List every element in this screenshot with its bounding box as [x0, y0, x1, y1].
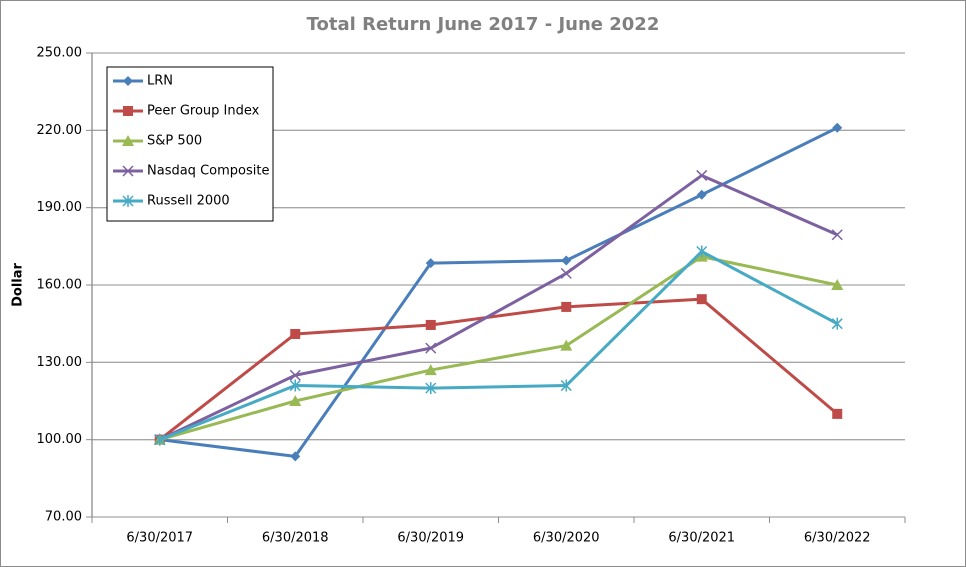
data-point: [290, 451, 301, 462]
data-point: [424, 364, 437, 376]
y-tick-label: 250.00: [37, 46, 83, 61]
data-point: [560, 379, 572, 392]
legend-marker: [122, 165, 134, 177]
chart-title: Total Return June 2017 - June 2022: [307, 14, 660, 35]
series-line: [159, 173, 838, 442]
legend-marker: [123, 106, 133, 116]
x-tick-label: 6/30/2017: [126, 531, 193, 546]
data-point: [696, 169, 708, 181]
legend-label: LRN: [147, 74, 173, 89]
legend-label: Russell 2000: [147, 194, 230, 209]
series-line: [158, 297, 839, 441]
data-point: [831, 229, 843, 241]
legend-marker: [122, 135, 134, 146]
data-point: [696, 245, 708, 258]
data-point: [561, 255, 572, 266]
y-axis-label: Dollar: [11, 263, 26, 307]
legend: LRN Peer Group Index S&P 500 Nasdaq Composi…: [106, 66, 274, 222]
data-point: [561, 301, 572, 312]
data-point: [425, 382, 437, 395]
data-point: [832, 122, 843, 133]
y-tick-label: 130.00: [37, 355, 83, 370]
series-line: [159, 249, 838, 442]
data-point: [289, 379, 301, 392]
series-line: [159, 255, 838, 442]
x-tick-label: 6/30/2018: [262, 531, 329, 546]
data-point: [289, 369, 301, 381]
legend-marker: [122, 195, 134, 207]
legend-marker: [123, 76, 133, 86]
data-point: [831, 279, 844, 290]
x-tick-label: 6/30/2019: [397, 531, 464, 546]
series-line: [159, 126, 838, 458]
legend-label: Peer Group Index: [147, 104, 260, 119]
x-tick-label: 6/30/2021: [668, 531, 735, 546]
legend-label: S&P 500: [147, 134, 202, 149]
data-point: [290, 328, 301, 339]
y-tick-label: 70.00: [45, 510, 82, 525]
data-point: [289, 395, 302, 406]
legend-box: [106, 66, 274, 222]
data-point: [560, 267, 572, 279]
legend-label: Nasdaq Composite: [147, 164, 269, 179]
data-point: [425, 258, 436, 269]
x-tick-label: 6/30/2020: [533, 531, 600, 546]
data-point: [560, 339, 573, 351]
y-tick-label: 190.00: [37, 200, 83, 215]
data-point: [832, 408, 843, 419]
y-tick-label: 160.00: [37, 278, 83, 293]
y-tick-label: 220.00: [37, 123, 83, 138]
x-tick-label: 6/30/2022: [804, 531, 871, 546]
data-point: [425, 319, 436, 330]
data-point: [696, 189, 707, 200]
data-point: [425, 342, 437, 354]
y-tick-label: 100.00: [37, 432, 83, 447]
data-point: [696, 294, 707, 305]
data-point: [831, 317, 843, 330]
data-point: [154, 433, 166, 446]
